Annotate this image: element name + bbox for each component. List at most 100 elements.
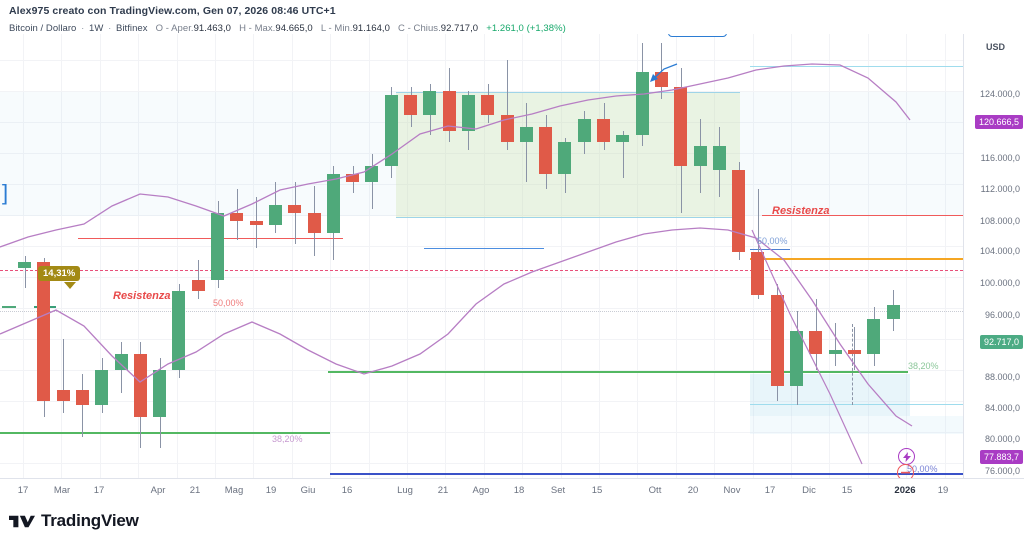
time-axis-label: 15: [841, 485, 853, 496]
fib-382-label-right: 38,20%: [908, 361, 939, 371]
candle-body[interactable]: [461, 95, 475, 131]
price-axis-value-badge[interactable]: 92.717,0: [979, 335, 1023, 349]
tradingview-logo[interactable]: TradingView: [9, 511, 139, 531]
cyan-level-top[interactable]: [750, 66, 963, 68]
time-axis-label: 17: [93, 485, 105, 496]
candle-body[interactable]: [693, 146, 707, 166]
candle-body[interactable]: [133, 354, 147, 417]
support-line-green-left[interactable]: [0, 431, 330, 434]
candle-body[interactable]: [230, 213, 244, 221]
time-axis-label: Set: [550, 485, 566, 496]
vertical-dashed-marker: [852, 324, 853, 406]
candle-body[interactable]: [674, 87, 688, 166]
candle-body[interactable]: [577, 118, 591, 143]
cyan-level-lower[interactable]: [750, 403, 963, 405]
candle-body[interactable]: [307, 213, 321, 233]
high-price-bubble[interactable]: 126.207,4: [668, 34, 727, 37]
candle-body[interactable]: [790, 330, 803, 386]
price-axis-value-badge[interactable]: 120.666,5: [974, 115, 1023, 129]
price-axis-label: 84.000,0: [984, 403, 1020, 413]
candle-body[interactable]: [75, 389, 89, 406]
candle-body[interactable]: [442, 91, 456, 131]
watermark-text: Alex975 creato con TradingView.com, Gen …: [9, 5, 336, 17]
time-axis-label: Ott: [648, 485, 662, 496]
candle-body[interactable]: [423, 91, 437, 115]
candle-body[interactable]: [519, 126, 533, 143]
candle-body[interactable]: [867, 318, 881, 355]
candle-body[interactable]: [828, 350, 842, 355]
minus-circle-icon[interactable]: [897, 464, 914, 478]
ohlc-close-value: 92.717,0: [440, 23, 479, 34]
candle-wick: [835, 322, 837, 366]
support-line-green-right[interactable]: [328, 371, 908, 374]
candle-body[interactable]: [809, 330, 823, 355]
candle-body[interactable]: [153, 369, 167, 417]
candle-body[interactable]: [95, 369, 109, 406]
time-axis-label: 18: [513, 485, 525, 496]
candle-body[interactable]: [751, 252, 765, 296]
pink-dashed-level[interactable]: [0, 270, 963, 272]
exchange-label[interactable]: Bitfinex: [116, 23, 148, 34]
time-axis-label: Ago: [472, 485, 490, 496]
ohlc-low-value: 91.164,0: [352, 23, 390, 34]
price-axis-label: 116.000,0: [980, 153, 1020, 163]
candle-body[interactable]: [326, 173, 340, 233]
candle-body[interactable]: [732, 169, 746, 253]
interval-label[interactable]: 1W: [89, 23, 104, 34]
blue-baseline[interactable]: [330, 473, 963, 476]
grid-line-horizontal: [0, 432, 963, 433]
grid-line-horizontal: [0, 277, 963, 278]
candle-body[interactable]: [558, 142, 572, 174]
candle-body[interactable]: [770, 295, 784, 386]
candle-body[interactable]: [712, 146, 726, 170]
candle-body[interactable]: [481, 95, 495, 115]
candle-body[interactable]: [211, 213, 224, 280]
candle-body[interactable]: [249, 220, 263, 225]
blue-level-right[interactable]: [750, 249, 790, 251]
sep-2: ·: [108, 23, 112, 34]
time-axis-label: 19: [265, 485, 277, 496]
candle-body[interactable]: [37, 262, 51, 402]
time-axis[interactable]: 17 Mar 17 Apr 21 Mag 19 Giu 16 Lug 21 Ago 18 Set 15 Ott…: [0, 478, 1024, 504]
candle-body[interactable]: [191, 279, 205, 292]
sep-1: ·: [81, 23, 85, 34]
grey-dotted-level[interactable]: [0, 311, 963, 313]
candle-body[interactable]: [56, 389, 70, 402]
candle-body[interactable]: [847, 350, 861, 355]
candle-body[interactable]: [635, 71, 649, 135]
tick-left-marker[interactable]: [2, 306, 16, 309]
fib-382-label-left: 38,20%: [272, 434, 303, 444]
blue-level-mid[interactable]: [424, 247, 544, 249]
candle-body[interactable]: [539, 126, 553, 174]
price-axis[interactable]: USD 124.000,0 116.000,0 112.000,0 108.000,0…: [963, 34, 1024, 507]
symbol-name[interactable]: Bitcoin / Dollaro: [9, 23, 77, 34]
candle-body[interactable]: [172, 291, 186, 370]
resistenza-label-left: Resistenza: [113, 290, 171, 302]
candle-body[interactable]: [597, 118, 610, 143]
price-axis-value-badge[interactable]: 77.883,7: [979, 450, 1023, 464]
price-axis-label: 76.000,0: [984, 466, 1020, 476]
candle-body[interactable]: [616, 134, 630, 143]
symbol-info-bar: Bitcoin / Dollaro · 1W · Bitfinex O - Ap…: [9, 23, 566, 34]
candle-body[interactable]: [384, 95, 398, 166]
lightning-icon[interactable]: [898, 448, 915, 465]
candle-body[interactable]: [365, 165, 379, 182]
fib-50-label-bottom: 50,00%: [907, 464, 938, 474]
ohlc-high-value: 94.665,0: [275, 23, 313, 34]
candle-wick: [82, 373, 84, 437]
candle-body[interactable]: [18, 262, 31, 268]
chart-plot-area[interactable]: ] Resistenza Resistenza 50,00% 38,20% 50…: [0, 34, 963, 478]
price-axis-label: 96.000,0: [984, 310, 1020, 320]
footer-bar: TradingView: [0, 503, 1024, 538]
grid-line-horizontal: [0, 60, 963, 61]
time-axis-label: Giu: [300, 485, 316, 496]
candle-body[interactable]: [114, 354, 128, 370]
candle-body[interactable]: [268, 205, 282, 225]
candle-body[interactable]: [404, 95, 417, 115]
orange-level-line[interactable]: [750, 257, 963, 260]
candle-body[interactable]: [500, 114, 514, 143]
candle-body[interactable]: [346, 173, 360, 182]
candle-body[interactable]: [886, 305, 900, 319]
candle-body[interactable]: [288, 205, 302, 213]
